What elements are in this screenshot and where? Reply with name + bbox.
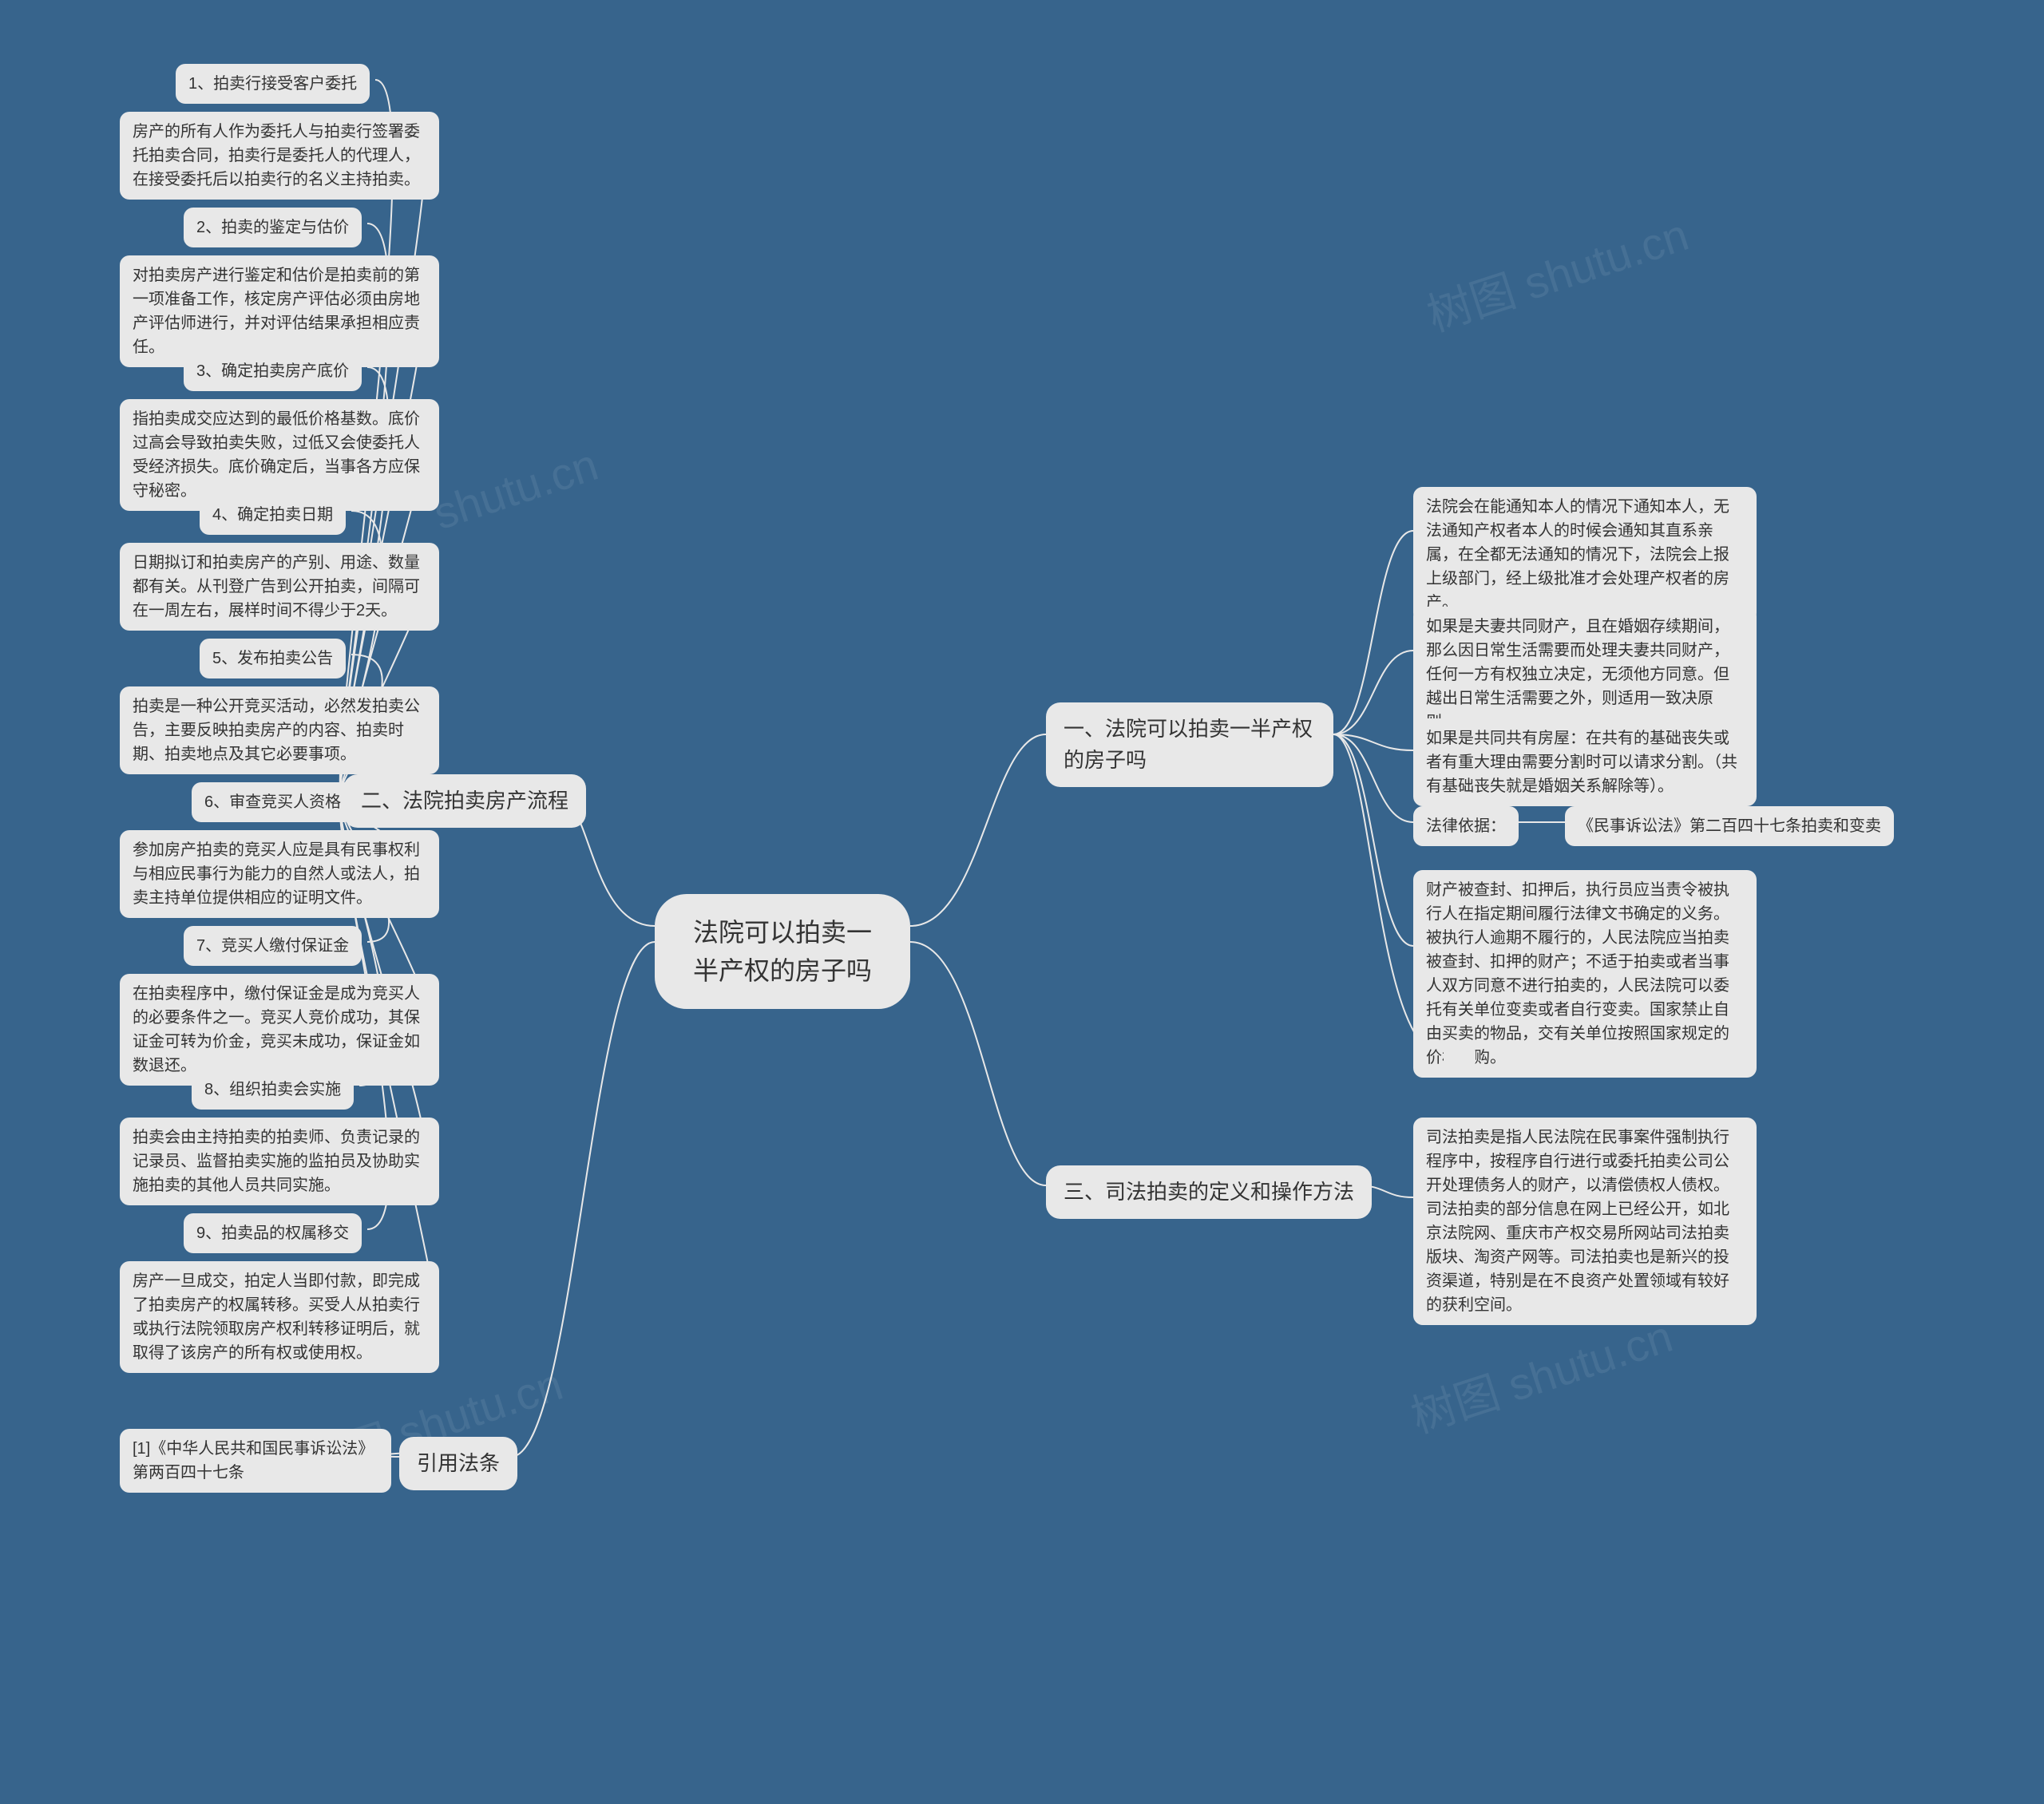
branch-4[interactable]: 引用法条: [399, 1437, 517, 1490]
b2-leaf-12[interactable]: 7、竞买人缴付保证金: [184, 926, 362, 966]
b2-leaf-11[interactable]: 参加房产拍卖的竞买人应是具有民事权利与相应民事行为能力的自然人或法人，拍卖主持单…: [120, 830, 439, 918]
b3-leaf-0[interactable]: 司法拍卖是指人民法院在民事案件强制执行程序中，按程序自行进行或委托拍卖公司公开处…: [1413, 1118, 1757, 1325]
b2-leaf-17[interactable]: 房产一旦成交，拍定人当即付款，即完成了拍卖房产的权属转移。买受人从拍卖行或执行法…: [120, 1261, 439, 1373]
branch-1[interactable]: 一、法院可以拍卖一半产权的房子吗: [1046, 702, 1333, 787]
b2-leaf-16[interactable]: 9、拍卖品的权属移交: [184, 1213, 362, 1253]
b1-leaf-3-sub[interactable]: 《民事诉讼法》第二百四十七条拍卖和变卖: [1565, 806, 1894, 846]
b4-leaf-0[interactable]: [1]《中华人民共和国民事诉讼法》第两百四十七条: [120, 1429, 391, 1493]
b2-leaf-6[interactable]: 4、确定拍卖日期: [200, 495, 346, 535]
root-node[interactable]: 法院可以拍卖一半产权的房子吗: [655, 894, 910, 1009]
b1-leaf-3[interactable]: 法律依据：: [1413, 806, 1519, 846]
b2-leaf-13[interactable]: 在拍卖程序中，缴付保证金是成为竞买人的必要条件之一。竞买人竞价成功，其保证金可转…: [120, 974, 439, 1086]
b2-leaf-5[interactable]: 指拍卖成交应达到的最低价格基数。底价过高会导致拍卖失败，过低又会使委托人受经济损…: [120, 399, 439, 511]
watermark: shutu.cn: [427, 438, 604, 540]
b2-leaf-2[interactable]: 2、拍卖的鉴定与估价: [184, 208, 362, 247]
b1-leaf-0[interactable]: 法院会在能通知本人的情况下通知本人，无法通知产权者本人的时候会通知其直系亲属，在…: [1413, 487, 1757, 623]
b2-leaf-10[interactable]: 6、审查竞买人资格: [192, 782, 354, 822]
b2-leaf-8[interactable]: 5、发布拍卖公告: [200, 639, 346, 678]
b2-leaf-3[interactable]: 对拍卖房产进行鉴定和估价是拍卖前的第一项准备工作，核定房产评估必须由房地产评估师…: [120, 255, 439, 367]
b1-empty: [1444, 1046, 1476, 1068]
b2-leaf-1[interactable]: 房产的所有人作为委托人与拍卖行签署委托拍卖合同，拍卖行是委托人的代理人，在接受委…: [120, 112, 439, 200]
watermark: 树图 shutu.cn: [1418, 200, 1696, 345]
branch-2[interactable]: 二、法院拍卖房产流程: [343, 774, 586, 828]
b1-leaf-2[interactable]: 如果是共同共有房屋：在共有的基础丧失或者有重大理由需要分割时可以请求分割。（共有…: [1413, 718, 1757, 806]
b2-leaf-9[interactable]: 拍卖是一种公开竞买活动，必然发拍卖公告，主要反映拍卖房产的内容、拍卖时期、拍卖地…: [120, 686, 439, 774]
b2-leaf-15[interactable]: 拍卖会由主持拍卖的拍卖师、负责记录的记录员、监督拍卖实施的监拍员及协助实施拍卖的…: [120, 1118, 439, 1205]
branch-3[interactable]: 三、司法拍卖的定义和操作方法: [1046, 1165, 1372, 1219]
b2-leaf-14[interactable]: 8、组织拍卖会实施: [192, 1070, 354, 1110]
b2-leaf-4[interactable]: 3、确定拍卖房产底价: [184, 351, 362, 391]
b2-leaf-7[interactable]: 日期拟订和拍卖房产的产别、用途、数量都有关。从刊登广告到公开拍卖，间隔可在一周左…: [120, 543, 439, 631]
b2-leaf-0[interactable]: 1、拍卖行接受客户委托: [176, 64, 370, 104]
